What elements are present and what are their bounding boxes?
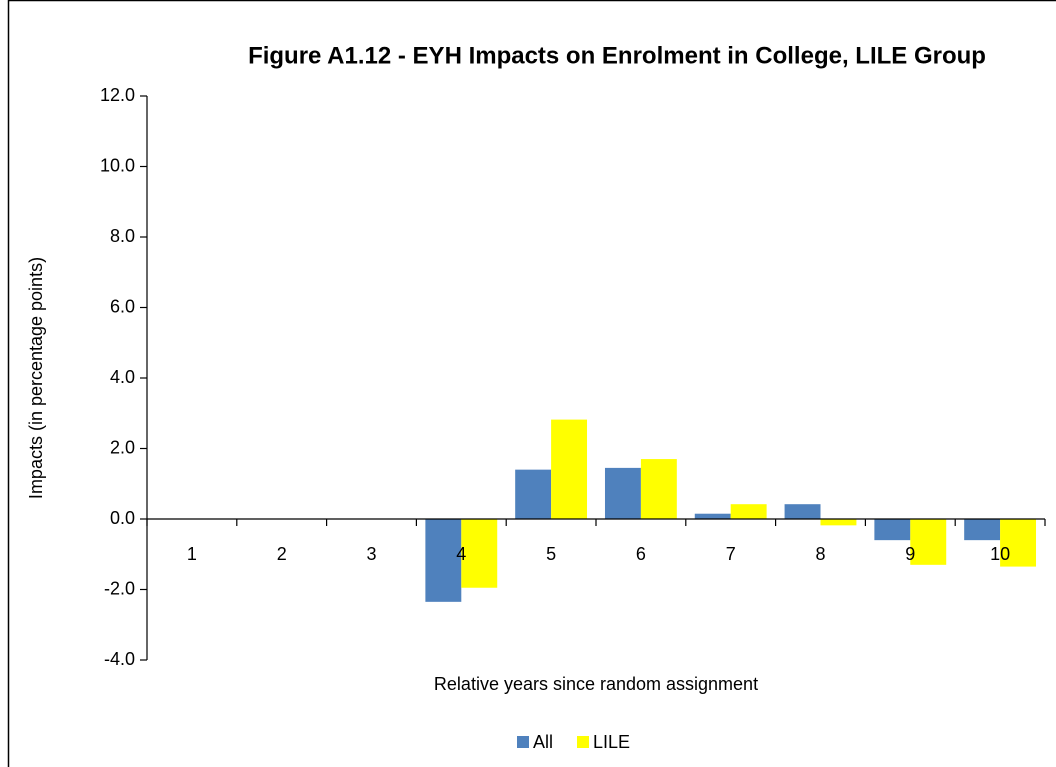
- bar: [551, 419, 588, 519]
- bar: [515, 469, 552, 519]
- x-tick-label: 5: [546, 544, 556, 564]
- y-tick-label: 12.0: [100, 85, 135, 105]
- bar: [425, 519, 462, 602]
- y-tick-label: -4.0: [104, 649, 135, 669]
- bar: [820, 519, 857, 526]
- y-tick-label: 8.0: [110, 226, 135, 246]
- x-axis-label: Relative years since random assignment: [434, 674, 758, 694]
- legend-label: All: [533, 732, 553, 752]
- legend-label: LILE: [593, 732, 630, 752]
- bar: [964, 519, 1001, 541]
- bar: [694, 513, 731, 519]
- x-tick-label: 9: [905, 544, 915, 564]
- y-tick-label: 0.0: [110, 508, 135, 528]
- y-axis-label: Impacts (in percentage points): [26, 257, 46, 499]
- x-tick-label: 7: [726, 544, 736, 564]
- x-tick-label: 6: [636, 544, 646, 564]
- chart-title: Figure A1.12 - EYH Impacts on Enrolment …: [248, 42, 986, 69]
- bar: [1000, 519, 1037, 567]
- bar: [640, 459, 677, 519]
- bar: [604, 467, 641, 519]
- bar: [910, 519, 947, 565]
- x-tick-label: 8: [815, 544, 825, 564]
- bar: [461, 519, 498, 588]
- bar: [730, 504, 767, 519]
- x-tick-label: 4: [456, 544, 466, 564]
- x-tick-label: 10: [990, 544, 1010, 564]
- bar: [784, 504, 821, 519]
- bar: [874, 519, 911, 541]
- y-tick-label: -2.0: [104, 578, 135, 598]
- y-tick-label: 4.0: [110, 367, 135, 387]
- y-tick-label: 6.0: [110, 296, 135, 316]
- legend-swatch: [517, 736, 529, 748]
- legend-swatch: [577, 736, 589, 748]
- x-tick-label: 1: [187, 544, 197, 564]
- x-tick-label: 2: [277, 544, 287, 564]
- frame: [7, 0, 1056, 767]
- y-tick-label: 10.0: [100, 155, 135, 175]
- y-tick-label: 2.0: [110, 437, 135, 457]
- x-tick-label: 3: [366, 544, 376, 564]
